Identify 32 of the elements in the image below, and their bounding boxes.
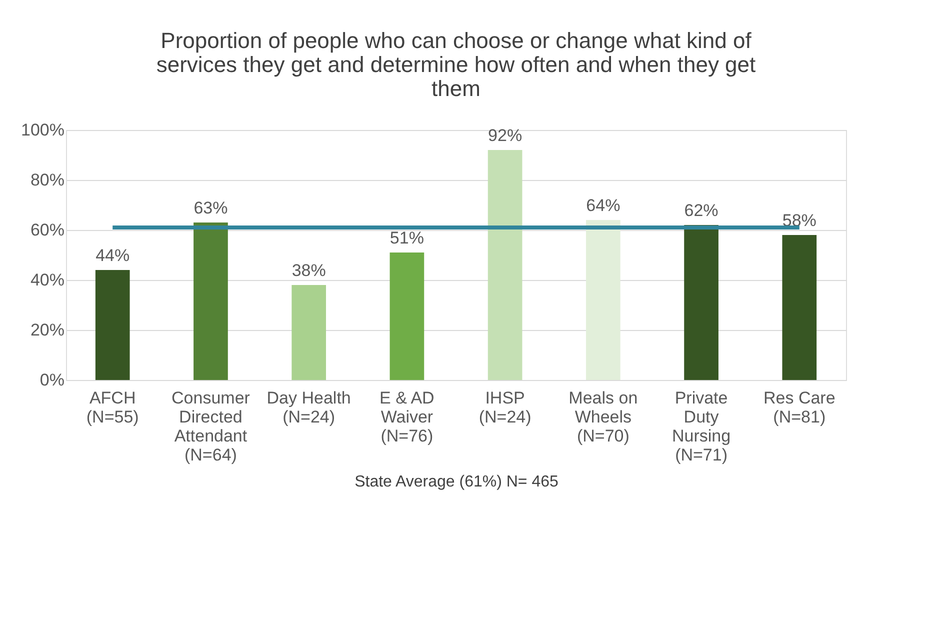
data-label: 92% <box>488 126 522 145</box>
x-tick-label: AFCH (N=55) <box>86 388 139 426</box>
data-label: 64% <box>586 196 620 215</box>
y-tick-label: 100% <box>21 120 64 140</box>
data-label: 62% <box>684 201 718 220</box>
x-tick-label: Res Care (N=81) <box>763 388 836 426</box>
data-label: 38% <box>292 261 326 280</box>
data-label: 58% <box>782 211 816 230</box>
y-tick-label: 60% <box>30 220 64 240</box>
y-tick-label: 80% <box>30 170 64 190</box>
y-tick-label: 20% <box>30 320 64 340</box>
bar <box>488 150 522 380</box>
data-label: 51% <box>390 228 424 248</box>
bar <box>194 222 228 380</box>
y-tick-label: 0% <box>40 370 64 390</box>
x-axis-title: State Average (61%) N= 465 <box>354 474 559 490</box>
data-label: 44% <box>96 246 130 265</box>
bar <box>95 270 130 380</box>
bar <box>390 252 424 380</box>
x-tick-label: Day Health (N=24) <box>266 388 351 426</box>
x-tick-label: Meals on Wheels (N=70) <box>568 388 638 446</box>
bar <box>684 225 718 380</box>
x-tick-label: E & AD Waiver (N=76) <box>380 388 434 446</box>
data-label: 63% <box>194 198 228 218</box>
x-tick-label: Consumer Directed Attendant (N=64) <box>172 388 250 464</box>
x-tick-label: IHSP (N=24) <box>478 388 532 426</box>
bar <box>292 285 326 380</box>
chart-title: Proportion of people who can choose or change what kind of services they get and determine how often and when they get them <box>156 28 756 101</box>
bar <box>586 220 620 380</box>
x-tick-label: Private Duty Nursing (N=71) <box>672 388 731 464</box>
y-tick-label: 40% <box>30 270 64 290</box>
bar <box>782 235 817 380</box>
